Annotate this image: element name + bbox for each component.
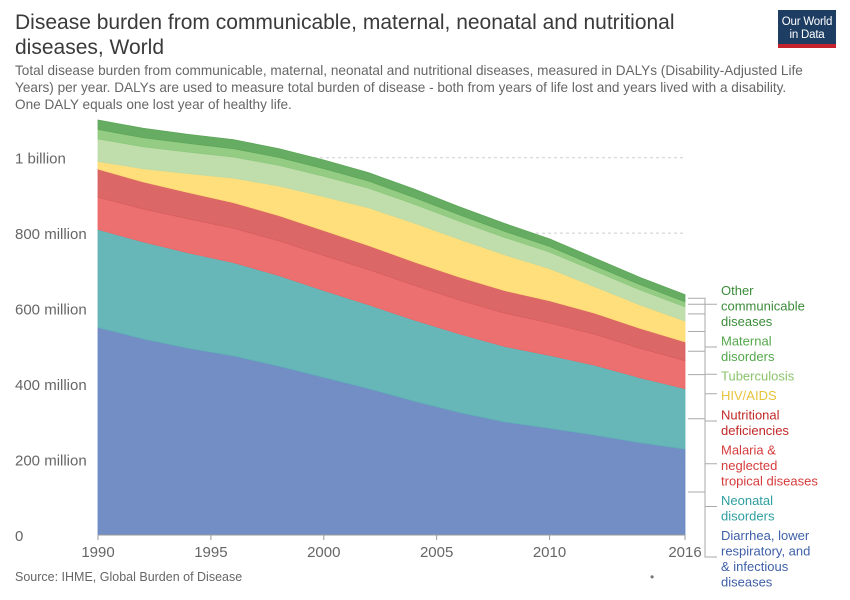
legend-connector <box>688 303 717 348</box>
chart-subtitle: Total disease burden from communicable, … <box>15 63 803 112</box>
logo-line-1: Our World <box>781 16 833 28</box>
legend-connector <box>688 297 717 305</box>
x-tick-label: 2000 <box>307 544 340 561</box>
legend-connector <box>688 313 717 375</box>
legend-connector <box>688 330 717 395</box>
chart-title: Disease burden from communicable, matern… <box>15 11 675 59</box>
logo-accent-bar <box>778 44 836 48</box>
y-tick-label: 600 million <box>15 302 87 319</box>
legend-label-diarrhea-lower-respiratory-and-infectious-diseases: Diarrhea, lower respiratory, and & infecti… <box>721 528 810 590</box>
footer-dot: • <box>650 570 655 584</box>
legend-label-other-communicable-diseases: Other communicable diseases <box>721 283 805 329</box>
source-note[interactable]: Source: IHME, Global Burden of Disease <box>15 570 243 584</box>
legend-connector <box>688 418 717 507</box>
x-tick-label: 1995 <box>194 544 227 561</box>
legend-label-hiv-aids: HIV/AIDS <box>721 388 777 403</box>
x-tick-label: 2016 <box>668 544 701 561</box>
y-tick-label: 0 <box>15 528 23 545</box>
y-tick-label: 200 million <box>15 453 87 470</box>
x-tick-label: 2005 <box>420 544 453 561</box>
area-other-communicable-diseases <box>97 119 686 303</box>
legend-connector <box>688 491 717 558</box>
legend-label-maternal-disorders: Maternal disorders <box>721 334 775 365</box>
y-tick-label: 1 billion <box>15 151 66 168</box>
legend-label-neonatal-disorders: Neonatal disorders <box>721 493 775 524</box>
x-tick-label: 2010 <box>533 544 566 561</box>
legend-label-nutritional-deficiencies: Nutritional deficiencies <box>721 408 789 439</box>
legend-label-malaria-neglected-tropical-diseases: Malaria & neglected tropical diseases <box>721 443 818 489</box>
x-tick-label: 1990 <box>81 544 114 561</box>
y-tick-label: 800 million <box>15 226 87 243</box>
y-tick-label: 400 million <box>15 377 87 394</box>
legend-connector <box>688 350 717 422</box>
logo-line-2: in Data <box>789 29 825 41</box>
legend-label-tuberculosis: Tuberculosis <box>721 369 795 384</box>
owid-logo[interactable]: Our World in Data <box>778 10 836 48</box>
